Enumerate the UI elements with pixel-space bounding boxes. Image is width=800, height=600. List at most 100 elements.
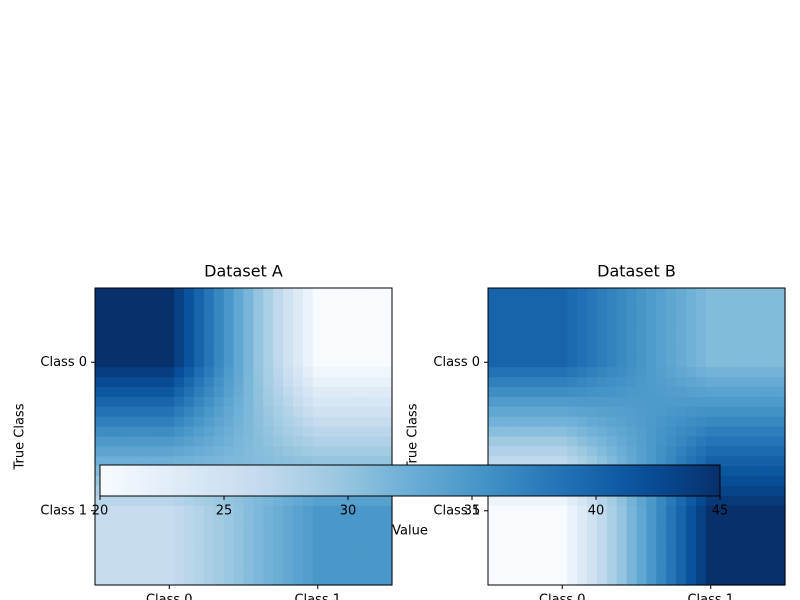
heat-cell [547,535,558,546]
heat-cell [666,555,677,566]
heat-cell [243,456,254,467]
heat-cell [656,416,667,428]
heat-cell [382,396,393,408]
heat-cell [695,545,707,556]
heat-cell [646,535,657,546]
heat-cell [223,535,235,546]
heat-cell [765,357,776,368]
heat-cell [656,337,667,348]
heat-cell [765,337,776,348]
heat-cell [382,515,393,527]
heat-cell [705,337,717,348]
heat-cell [616,297,628,309]
heat-cell [253,347,264,358]
heat-cell [312,456,324,467]
heat-cell [775,347,786,358]
heat-cell [745,495,756,507]
heat-cell [686,575,697,586]
heat-cell [382,456,393,467]
heat-cell [362,416,373,428]
heat-cell [755,347,766,358]
heat-cell [233,357,245,368]
heat-cell [203,456,215,467]
heat-cell [213,297,225,309]
heat-cell [322,307,334,319]
heat-cell [646,307,657,319]
heat-cell [517,436,529,447]
heat-cell [755,337,766,348]
heat-cell [312,545,324,556]
heat-cell [293,297,304,309]
heat-cell [114,535,126,546]
heat-cell [705,575,717,586]
heat-cell [134,535,146,546]
heat-cell [223,416,235,428]
heat-cell [95,535,106,546]
heat-cell [382,347,393,358]
heat-cell [577,525,588,537]
heat-cell [322,575,334,586]
heat-cell [646,436,657,447]
heat-cell [587,406,598,418]
heat-cell [114,495,126,507]
heat-cell [705,357,717,368]
heat-cell [497,505,509,517]
heat-cell [577,406,588,418]
heat-cell [636,297,647,309]
heat-cell [174,317,185,329]
heat-cell [755,297,766,309]
heat-cell [253,555,264,566]
heat-cell [144,565,155,576]
heat-cell [775,565,786,576]
heat-cell [775,426,786,438]
heat-cell [695,406,707,418]
heat-cell [497,456,509,467]
heat-cell [735,545,746,556]
heat-cell [755,436,766,447]
heat-cell [626,436,638,447]
heat-cell [104,367,116,378]
heat-cell [755,565,766,576]
heat-cell [715,495,727,507]
heat-cell [382,436,393,447]
heat-cell [705,288,717,299]
heat-cell [606,426,618,438]
heat-cell [577,426,588,438]
heat-cell [636,396,647,408]
heat-cell [243,317,254,329]
heat-cell [527,525,539,537]
heat-cell [293,456,304,467]
heat-cell [342,505,353,517]
heat-cell [253,337,264,348]
heat-cell [537,317,548,329]
heat-cell [213,436,225,447]
heat-cell [646,288,657,299]
heat-cell [253,456,264,467]
heat-cell [517,535,529,546]
heat-cell [382,387,393,398]
heat-cell [755,446,766,457]
heat-cell [302,357,314,368]
heat-cell [382,288,393,299]
heat-cell [497,387,509,398]
heat-cell [372,337,383,348]
heat-cell [263,456,274,467]
heat-cell [302,495,314,507]
heat-cell [587,337,598,348]
heat-cell [715,446,727,457]
heat-cell [154,367,165,378]
heat-cell [497,297,509,309]
heat-cell [715,337,727,348]
heat-cell [322,317,334,329]
heat-cell [114,515,126,527]
heat-cell [124,565,136,576]
heat-cell [557,446,568,457]
heat-cell [263,406,274,418]
heat-cell [372,317,383,329]
heat-cell [527,446,539,457]
heat-cell [253,367,264,378]
heat-cell [124,396,136,408]
heat-cell [606,495,618,507]
heat-cell [765,456,776,467]
heat-cell [497,396,509,408]
